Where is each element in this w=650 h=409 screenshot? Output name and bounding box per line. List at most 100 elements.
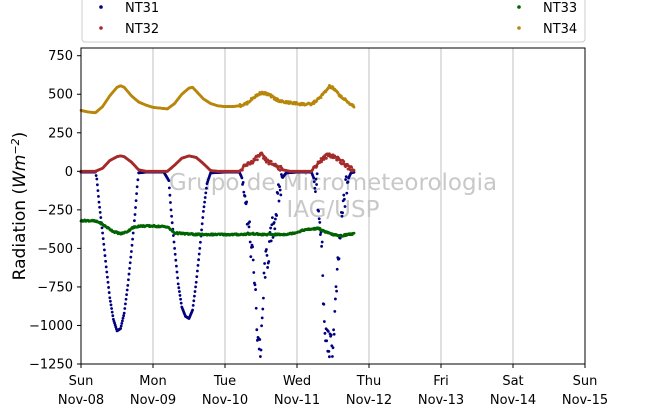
- legend-label-nt34: NT34: [543, 22, 577, 37]
- data-point: [104, 265, 108, 269]
- data-point: [179, 301, 183, 305]
- legend-label-nt32: NT32: [125, 22, 159, 37]
- data-point: [314, 177, 318, 181]
- data-point: [271, 216, 274, 220]
- data-point: [107, 286, 110, 289]
- data-point: [249, 255, 253, 259]
- data-point: [344, 178, 347, 181]
- data-point: [328, 355, 331, 359]
- data-point: [111, 314, 115, 318]
- data-point: [264, 156, 268, 160]
- data-point: [275, 164, 279, 168]
- data-point: [174, 258, 178, 262]
- data-point: [131, 231, 135, 235]
- data-point: [314, 190, 317, 194]
- data-point: [263, 262, 266, 265]
- data-point: [274, 217, 277, 221]
- data-point: [278, 188, 282, 192]
- data-point: [265, 253, 269, 257]
- data-point: [343, 205, 347, 208]
- data-point: [322, 302, 326, 306]
- data-point: [101, 231, 104, 235]
- data-point: [332, 332, 336, 336]
- data-point: [317, 209, 320, 213]
- data-point: [251, 245, 255, 249]
- data-point: [194, 285, 198, 289]
- data-point: [106, 275, 109, 279]
- data-point: [241, 168, 244, 172]
- x-tick-label-date: Nov-08: [58, 393, 104, 408]
- data-point: [280, 173, 283, 176]
- data-point: [205, 186, 208, 190]
- y-axis-label-close: ): [10, 132, 30, 139]
- data-point: [175, 270, 179, 274]
- data-point: [342, 193, 346, 197]
- grid-layer: [152, 48, 514, 364]
- data-point: [178, 290, 181, 293]
- data-point: [130, 243, 134, 247]
- data-point: [108, 296, 112, 300]
- data-point: [123, 307, 127, 310]
- data-point: [277, 199, 281, 203]
- data-point: [122, 311, 126, 315]
- legend-box: [81, 0, 586, 43]
- data-point: [196, 263, 200, 267]
- data-point: [130, 250, 133, 253]
- data-point: [242, 190, 246, 194]
- data-point: [129, 255, 133, 259]
- data-point: [255, 328, 259, 332]
- x-tick-label-day: Sat: [502, 374, 523, 389]
- data-point: [135, 192, 139, 196]
- data-point: [259, 348, 263, 352]
- data-point: [106, 280, 110, 284]
- x-tick-label-day: Sun: [69, 374, 94, 389]
- data-point: [276, 192, 280, 195]
- data-point: [312, 180, 316, 184]
- data-point: [125, 293, 128, 297]
- data-point: [254, 306, 258, 310]
- data-point: [342, 160, 346, 163]
- data-point: [272, 221, 276, 224]
- data-point: [253, 283, 257, 287]
- data-point: [278, 185, 281, 189]
- data-point: [265, 248, 268, 251]
- data-point: [173, 246, 177, 250]
- data-point: [269, 226, 272, 230]
- data-point: [279, 193, 283, 197]
- y-axis-label-exponent: −2: [9, 138, 22, 154]
- data-point: [325, 157, 328, 160]
- y-axis-label-main: Radiation (: [10, 188, 30, 280]
- data-point: [258, 338, 262, 341]
- data-point: [260, 316, 264, 320]
- data-point: [194, 280, 198, 284]
- data-point: [269, 160, 273, 163]
- data-point: [170, 221, 174, 225]
- data-point: [248, 220, 252, 224]
- data-point: [325, 339, 329, 343]
- data-point: [191, 304, 195, 307]
- data-point: [198, 246, 202, 250]
- legend-label-nt31: NT31: [125, 1, 159, 16]
- data-point: [122, 314, 125, 318]
- data-point: [352, 168, 356, 172]
- data-point: [273, 227, 277, 231]
- watermark: Grupo de Micrometeorologia IAG/USP: [169, 170, 497, 223]
- data-point: [271, 236, 275, 239]
- data-point: [326, 330, 330, 333]
- plot-area-frame: [80, 47, 586, 365]
- data-point: [110, 310, 114, 314]
- data-point: [175, 264, 178, 268]
- data-point: [256, 158, 259, 162]
- data-point: [97, 200, 101, 204]
- data-point: [352, 231, 356, 235]
- data-point: [318, 221, 322, 224]
- data-point: [267, 260, 271, 263]
- legend-marker-nt34: [517, 26, 521, 30]
- data-point: [275, 214, 278, 217]
- data-point: [176, 276, 180, 280]
- data-point: [243, 194, 247, 198]
- x-tick-label-day: Thu: [356, 374, 381, 389]
- data-point: [197, 252, 201, 256]
- data-point: [173, 252, 177, 256]
- data-point: [262, 296, 265, 300]
